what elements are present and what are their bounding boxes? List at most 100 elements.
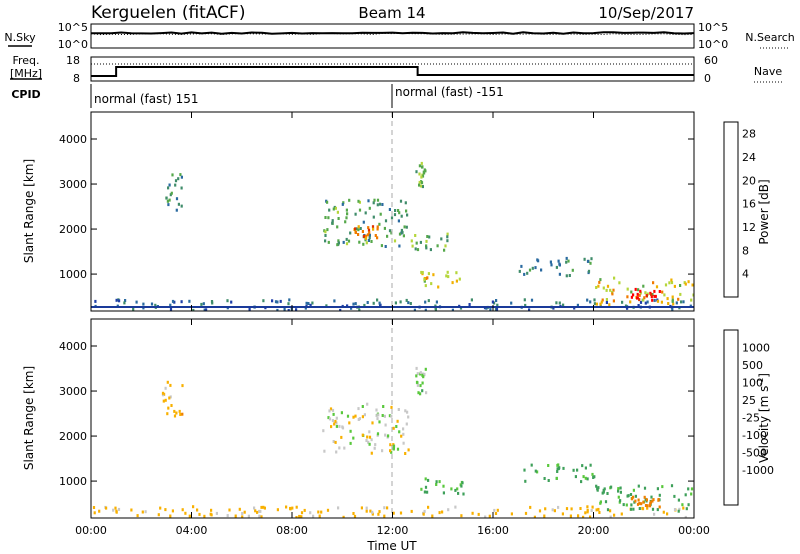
range-gate-cell (168, 183, 171, 187)
range-gate-cell (649, 500, 653, 504)
range-gate-cell (606, 508, 610, 512)
freq-left-tick-high: 18 (66, 54, 80, 67)
range-gate-cell (468, 303, 471, 306)
range-gate-cell (384, 433, 387, 437)
range-gate-cell (690, 487, 694, 491)
range-gate-cell (597, 486, 600, 490)
range-gate-cell (661, 485, 664, 489)
range-gate-cell (357, 225, 360, 229)
range-gate-cell (357, 233, 360, 236)
range-gate-cell (336, 243, 339, 247)
range-gate-cell (372, 201, 375, 205)
range-gate-cell (332, 207, 335, 211)
range-gate-cell (609, 288, 612, 292)
range-gate-cell (455, 279, 458, 283)
range-gate-cell (307, 302, 310, 305)
range-gate-cell (396, 419, 399, 423)
range-gate-cell (166, 412, 169, 416)
range-gate-cell (666, 512, 669, 516)
range-gate-cell (555, 301, 558, 305)
range-gate-cell (555, 476, 558, 480)
range-gate-cell (371, 510, 374, 514)
range-gate-cell (398, 232, 402, 236)
range-gate-cell (555, 265, 558, 269)
power-colorbar-frame (723, 121, 739, 298)
range-gate-cell (420, 161, 423, 165)
range-gate-cell (642, 284, 645, 288)
y-tick-label: 3000 (59, 178, 87, 191)
range-gate-cell (415, 241, 418, 245)
range-gate-cell (345, 216, 348, 220)
range-gate-cell (423, 279, 426, 283)
range-gate-cell (460, 514, 463, 518)
range-gate-cell (198, 512, 201, 516)
range-gate-cell (317, 510, 320, 514)
range-gate-cell (425, 244, 428, 248)
range-gate-cell (365, 241, 368, 245)
range-gate-cell (376, 417, 379, 421)
range-gate-cell (675, 301, 678, 305)
range-gate-cell (144, 510, 147, 514)
range-gate-cell (392, 444, 396, 448)
range-gate-cell (547, 479, 550, 482)
range-gate-cell (279, 299, 282, 303)
range-gate-cell (174, 179, 178, 183)
range-gate-cell (390, 231, 393, 235)
range-gate-cell (170, 191, 173, 195)
range-gate-cell (621, 300, 624, 304)
range-gate-cell (630, 503, 633, 507)
y-tick-label: 2000 (59, 430, 87, 443)
range-gate-cell (402, 234, 405, 238)
range-gate-cell (617, 487, 620, 491)
range-gate-cell (489, 308, 492, 311)
range-gate-cell (345, 208, 348, 212)
range-gate-cell (181, 412, 184, 416)
range-gate-cell (422, 375, 425, 379)
range-gate-cell (650, 495, 653, 499)
range-gate-cell (606, 284, 610, 288)
range-gate-cell (382, 405, 385, 408)
range-gate-cell (650, 293, 653, 297)
cpid-label: CPID (11, 88, 40, 101)
range-gate-cell (175, 197, 179, 201)
range-gate-cell (378, 420, 381, 424)
range-gate-cell (365, 506, 368, 510)
range-gate-cell (651, 499, 654, 503)
range-gate-cell (644, 497, 647, 501)
range-gate-cell (166, 199, 169, 203)
range-gate-cell (455, 271, 458, 275)
station-title: Kerguelen (fitACF) (91, 3, 245, 23)
range-gate-cell (613, 513, 616, 517)
range-gate-cell (364, 236, 368, 240)
range-gate-cell (361, 230, 364, 233)
range-gate-cell (589, 463, 592, 467)
range-gate-cell (364, 211, 367, 215)
range-gate-cell (586, 298, 589, 302)
range-gate-cell (454, 488, 457, 492)
range-gate-cell (340, 411, 343, 415)
range-gate-cell (604, 500, 608, 504)
range-gate-cell (584, 511, 587, 515)
range-gate-cell (632, 488, 635, 492)
range-gate-cell (390, 216, 394, 220)
range-gate-cell (419, 184, 422, 188)
range-gate-cell (263, 506, 266, 510)
range-gate-cell (425, 239, 428, 243)
range-gate-cell (605, 301, 608, 304)
range-gate-cell (161, 391, 165, 395)
range-gate-cell (175, 411, 178, 415)
range-gate-cell (425, 246, 428, 250)
range-gate-cell (423, 372, 426, 376)
range-gate-cell (414, 247, 417, 251)
range-gate-cell (404, 452, 407, 455)
range-gate-cell (637, 288, 640, 292)
range-gate-cell (405, 422, 408, 426)
range-gate-cell (200, 302, 203, 306)
range-gate-cell (637, 304, 640, 307)
range-gate-cell (671, 295, 674, 299)
range-gate-cell (640, 502, 643, 506)
range-gate-cell (662, 510, 665, 514)
range-gate-cell (142, 302, 145, 306)
range-gate-cell (524, 303, 527, 307)
range-gate-cell (639, 291, 642, 295)
